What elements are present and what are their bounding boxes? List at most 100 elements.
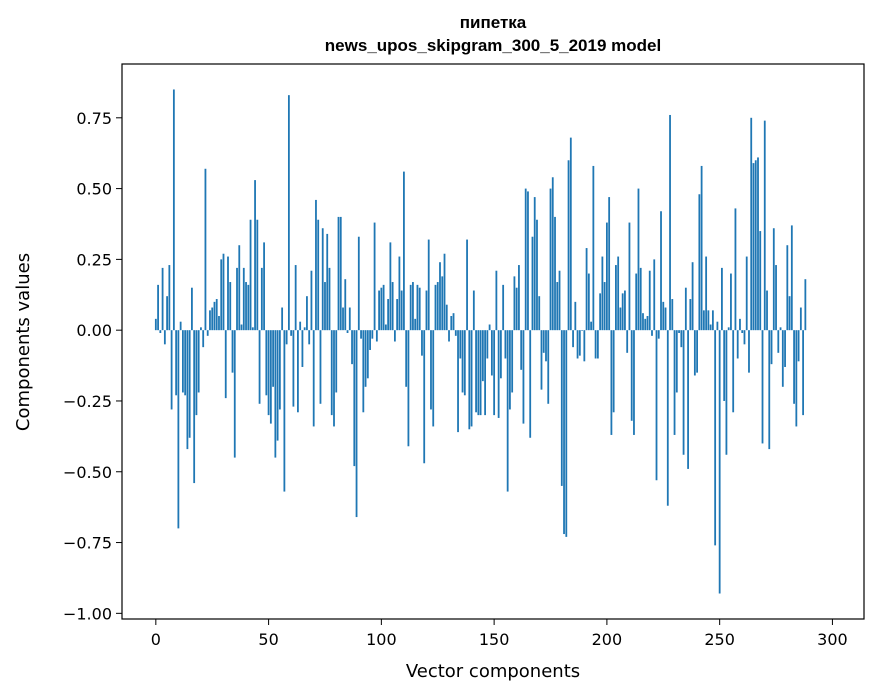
y-tick-label: 0.50 [76, 180, 112, 199]
bar [170, 330, 173, 410]
bar [781, 330, 784, 387]
bar [256, 219, 259, 331]
bar [272, 330, 274, 387]
bar [687, 330, 689, 469]
bar [224, 330, 227, 399]
bar [342, 307, 344, 331]
bar [745, 256, 748, 331]
bar [648, 270, 651, 331]
bar [209, 310, 211, 331]
bar [387, 299, 390, 331]
y-axis-ticks: −1.00 −0.75 −0.50 −0.25 0.00 0.25 0.50 0.75 [63, 109, 122, 623]
bar [481, 330, 484, 382]
bar [779, 327, 782, 331]
bar [213, 301, 216, 331]
bar [709, 324, 712, 331]
bar [587, 273, 590, 331]
bar [380, 287, 383, 331]
bar [788, 296, 791, 331]
bars-group [154, 89, 807, 594]
bar [754, 160, 757, 331]
bar [412, 282, 414, 331]
bar [757, 157, 759, 331]
bar [452, 313, 455, 331]
bar [418, 287, 421, 331]
bar [211, 307, 214, 331]
bar [188, 330, 191, 438]
bar [723, 330, 726, 401]
bar [269, 330, 272, 424]
bar [511, 330, 514, 393]
bar [635, 273, 638, 331]
bar [310, 270, 313, 331]
bar [238, 245, 241, 331]
y-axis-label: Components values [13, 253, 34, 431]
bar [276, 330, 279, 441]
bar [666, 330, 669, 506]
bar [382, 284, 385, 331]
bar [799, 307, 802, 331]
bar [804, 279, 807, 331]
bar [599, 293, 602, 331]
bar [529, 330, 532, 438]
bar [375, 330, 378, 342]
bar [479, 330, 482, 416]
x-tick-label: 50 [258, 630, 278, 649]
bar [569, 137, 572, 331]
bar [621, 293, 624, 331]
bar [315, 199, 317, 331]
bar [335, 330, 338, 393]
bar [711, 310, 714, 331]
bar [220, 259, 223, 331]
bar [197, 330, 200, 393]
bar [506, 330, 509, 492]
bar [168, 265, 171, 331]
bar [700, 165, 703, 331]
bar [414, 318, 417, 331]
bar [615, 265, 617, 331]
bar [590, 321, 592, 331]
bar [626, 330, 629, 353]
bar [540, 330, 543, 390]
bar [578, 330, 581, 356]
bar [748, 330, 750, 373]
x-tick-label: 100 [366, 630, 397, 649]
bar [218, 316, 220, 331]
bar [542, 330, 545, 353]
bar [274, 330, 277, 458]
bar [671, 299, 674, 331]
bar [684, 287, 687, 331]
bar [554, 216, 556, 331]
bar [362, 330, 365, 413]
bar [655, 330, 658, 481]
bar [678, 330, 680, 333]
bar [439, 262, 441, 331]
bar [184, 330, 187, 396]
bar [721, 267, 723, 331]
bar [366, 330, 369, 379]
bar [360, 330, 362, 339]
bar [585, 248, 588, 331]
bar [518, 265, 520, 331]
bar [549, 188, 552, 331]
bar [409, 284, 412, 331]
bar [802, 330, 804, 416]
bar [290, 330, 293, 336]
bar [565, 330, 568, 537]
bar [233, 330, 236, 458]
bar [294, 265, 297, 331]
bar [353, 330, 356, 467]
bar [454, 330, 457, 336]
bar [558, 270, 561, 331]
bar [303, 327, 306, 331]
bar [533, 197, 536, 331]
bar [434, 284, 437, 331]
bar [247, 284, 250, 331]
bar [161, 267, 164, 331]
bar [682, 330, 685, 455]
bar [326, 233, 329, 331]
bar [716, 321, 719, 331]
bar [333, 330, 335, 427]
bar [610, 330, 613, 435]
chart-subtitle: news_upos_skipgram_300_5_2019 model [325, 36, 661, 55]
